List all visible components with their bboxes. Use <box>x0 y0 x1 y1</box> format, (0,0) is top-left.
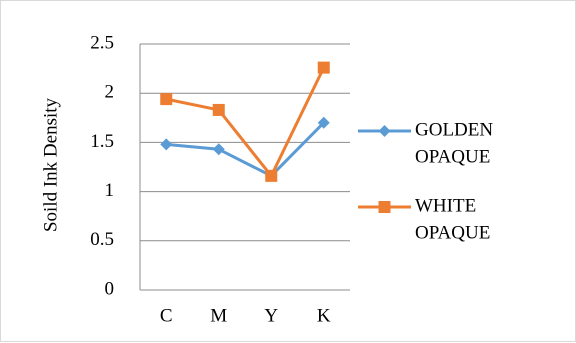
legend-entry: WHITE OPAQUE <box>358 195 490 243</box>
y-tick-labels: 0 0.5 1 1.5 2 2.5 <box>90 32 114 299</box>
series-1 <box>160 116 330 182</box>
legend-label: OPAQUE <box>415 222 490 243</box>
data-point <box>317 116 330 129</box>
y-axis-title: Soild Ink Density <box>40 97 61 232</box>
x-tick-label: K <box>317 305 331 326</box>
legend-marker <box>378 201 391 213</box>
series <box>160 61 330 182</box>
x-tick-label: C <box>160 305 173 326</box>
series-line <box>166 121 325 178</box>
legend-label: GOLDEN <box>415 119 493 140</box>
legend: GOLDEN OPAQUE WHITE OPAQUE <box>358 119 493 243</box>
series-line <box>165 66 326 178</box>
x-tick-label: Y <box>264 305 278 326</box>
data-point <box>212 143 225 156</box>
x-tick-label: M <box>210 305 227 326</box>
series-2 <box>160 61 330 182</box>
legend-label: OPAQUE <box>415 146 490 167</box>
y-tick-label: 1 <box>105 180 115 201</box>
data-point <box>160 138 173 151</box>
y-tick-label: 2.5 <box>90 32 114 53</box>
legend-marker <box>378 125 391 137</box>
data-point <box>160 93 173 106</box>
data-point <box>317 61 330 74</box>
y-tick-label: 1.5 <box>90 131 114 152</box>
legend-label: WHITE <box>415 195 476 216</box>
y-tick-label: 2 <box>105 82 115 103</box>
data-point <box>265 169 278 182</box>
y-tick-label: 0 <box>105 278 115 299</box>
data-point <box>212 103 225 116</box>
axes <box>139 44 350 291</box>
legend-entry: GOLDEN OPAQUE <box>358 119 493 167</box>
y-tick-label: 0.5 <box>90 229 114 250</box>
